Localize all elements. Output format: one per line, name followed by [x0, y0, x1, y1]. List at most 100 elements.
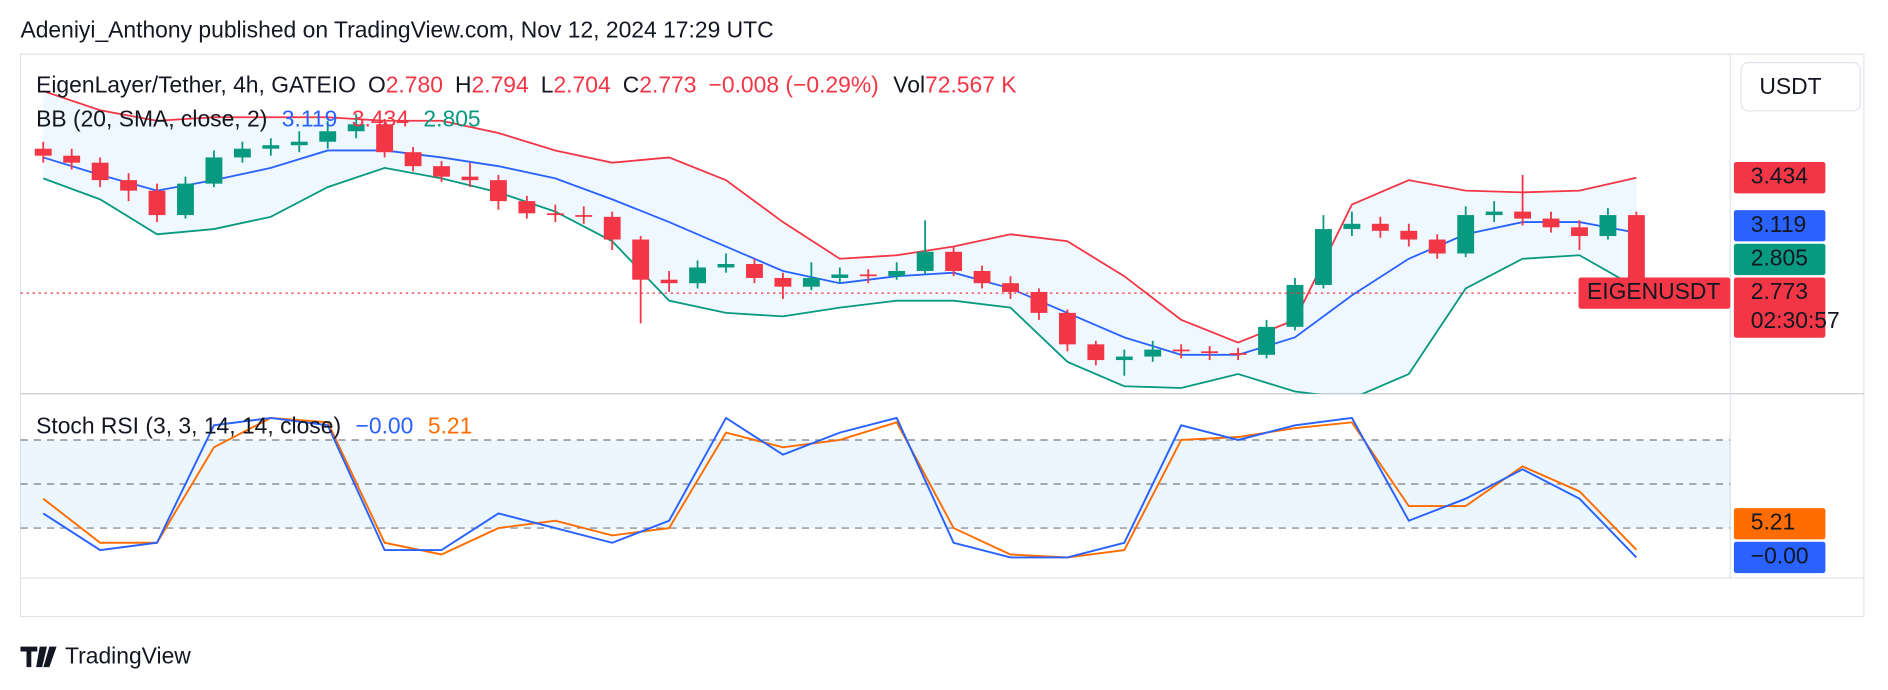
ticker-box [1578, 277, 1731, 309]
candle-body [859, 274, 877, 277]
h-value: 2.794 [472, 72, 529, 98]
band-upper [42, 90, 1637, 344]
symbol-name: EigenLayer/Tether, 4h, GATEIO [36, 72, 356, 98]
candle-body [774, 277, 792, 287]
candle-body [404, 152, 422, 167]
candle-body [461, 176, 479, 181]
candle-body [177, 183, 194, 216]
candle-body [433, 166, 450, 177]
change: −0.008 (−0.29%) [709, 72, 879, 98]
bb-basis: 3.119 [282, 105, 338, 131]
brand-logo [20, 646, 57, 668]
brand: TradingView [65, 643, 191, 669]
chart-frame [19, 53, 1865, 618]
band-lower [42, 166, 1637, 394]
stoch-k-label: −0.00 [1751, 542, 1809, 568]
candle-body [1087, 344, 1105, 361]
currency-button[interactable] [1740, 62, 1861, 112]
c-label: C [623, 72, 640, 98]
candle-body [1599, 215, 1617, 237]
candle-body [1201, 351, 1219, 354]
bb-lower-label: 2.805 [1751, 244, 1808, 270]
o-label: O [368, 72, 386, 98]
candle-body [717, 263, 735, 268]
candle-body [945, 251, 963, 271]
candle-body [660, 279, 678, 284]
candle-body [746, 263, 763, 278]
candle-body [1258, 326, 1275, 355]
candle-body [689, 267, 706, 284]
candle-body [1485, 211, 1503, 216]
publisher: Adeniyi_Anthony published on TradingView… [20, 16, 773, 42]
candle-body [148, 190, 166, 216]
candle-body [1058, 312, 1076, 345]
bb-upper-label: 3.434 [1751, 163, 1808, 189]
candle-body [34, 148, 52, 156]
candle-body [831, 274, 849, 278]
last-price-label: 2.773 [1751, 278, 1808, 304]
candle-body [1002, 283, 1019, 292]
l-value: 2.704 [553, 72, 610, 98]
candle-body [1400, 230, 1418, 240]
candle-body [63, 155, 81, 163]
candle-body [376, 124, 394, 153]
band-fill [43, 91, 1637, 394]
candle-body [1428, 239, 1446, 254]
stoch-d: 5.21 [428, 413, 473, 439]
candle-body [1286, 284, 1304, 327]
last-price-box [1733, 277, 1826, 338]
candle-body [1627, 215, 1645, 294]
candle-body [546, 213, 564, 216]
o-value: 2.780 [386, 72, 443, 98]
band-basis [42, 149, 1637, 356]
candle-body [1343, 223, 1361, 230]
l-label: L [541, 72, 554, 98]
series-line [42, 416, 1638, 559]
currency[interactable]: USDT [1759, 73, 1821, 99]
vol-value: 72.567 K [925, 72, 1017, 98]
bb-name: BB (20, SMA, close, 2) [36, 105, 267, 131]
bb-upper: 3.434 [352, 105, 409, 131]
candle-body [632, 239, 650, 280]
candle-body [973, 270, 991, 284]
candle-body [603, 216, 621, 240]
stoch-name: Stoch RSI (3, 3, 14, 14, close) [36, 413, 341, 439]
candle-body [575, 215, 593, 217]
bb-upper-label-box [1733, 162, 1826, 194]
candle-body [120, 180, 138, 191]
candle-body [205, 157, 223, 184]
candle-body [347, 124, 365, 132]
candle-body [91, 162, 109, 181]
candle-body [916, 251, 934, 271]
countdown: 02:30:57 [1751, 307, 1840, 333]
candle-body [1115, 356, 1133, 361]
stoch-k-label-box [1733, 541, 1826, 574]
candle-body [518, 201, 536, 214]
stoch-k: −0.00 [356, 413, 414, 439]
bb-basis-label-box [1733, 210, 1826, 242]
candle-body [262, 145, 280, 149]
candle-body [290, 141, 308, 146]
h-label: H [455, 72, 472, 98]
c-value: 2.773 [639, 72, 696, 98]
stoch-legend: Stoch RSI (3, 3, 14, 14, close) −0.00 5.21 [36, 413, 472, 439]
vol-label: Vol [893, 72, 925, 98]
candle-body [319, 131, 337, 142]
candle-body [489, 180, 507, 202]
candle-body [1144, 349, 1162, 357]
candle-body [1542, 218, 1560, 228]
candle-body [1457, 215, 1475, 254]
symbol-legend: EigenLayer/Tether, 4h, GATEIO O2.780 H2.79… [36, 72, 1016, 98]
candle-body [802, 277, 820, 287]
candle-body [888, 270, 906, 277]
candle-body [1371, 223, 1389, 231]
candle-body [1514, 211, 1532, 219]
stoch-d-label-box [1733, 508, 1826, 540]
stoch-d-label: 5.21 [1751, 509, 1796, 535]
candle-body [1030, 291, 1048, 313]
candle-body [1229, 353, 1247, 355]
bb-lower: 2.805 [423, 105, 480, 131]
bb-lower-label-box [1733, 243, 1826, 276]
ticker: EIGENUSDT [1587, 278, 1720, 304]
